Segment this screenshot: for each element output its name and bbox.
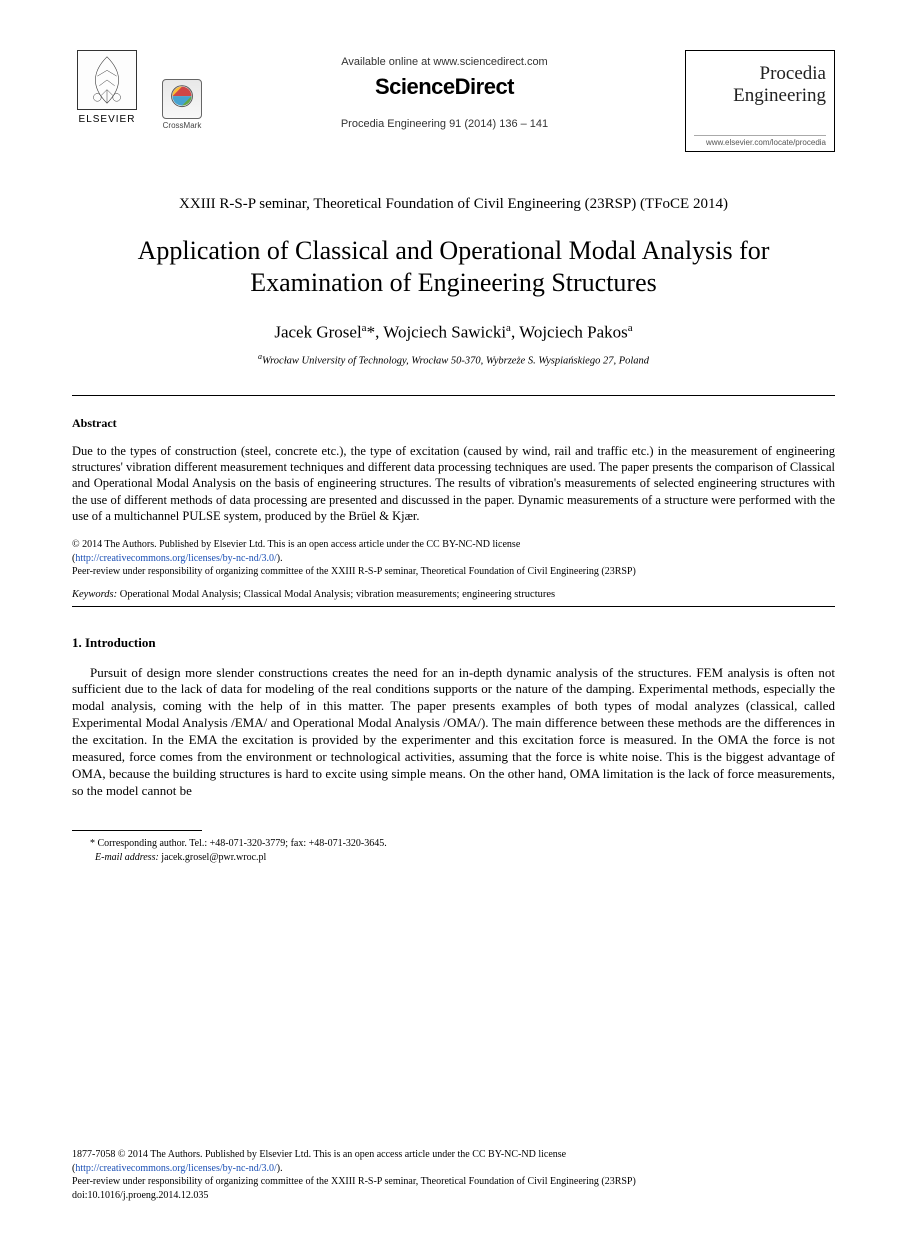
abstract-body: Due to the types of construction (steel,… — [72, 443, 835, 524]
bottom-license-block: 1877-7058 © 2014 The Authors. Published … — [72, 1148, 835, 1202]
bottom-license-link[interactable]: http://creativecommons.org/licenses/by-n… — [75, 1163, 276, 1174]
journal-name: Procedia Engineering — [694, 63, 826, 107]
crossmark-icon — [162, 79, 202, 119]
header-center: Available online at www.sciencedirect.co… — [204, 50, 685, 130]
license-line1: © 2014 The Authors. Published by Elsevie… — [72, 539, 520, 550]
crossmark-badge[interactable]: CrossMark — [160, 79, 204, 130]
intro-paragraph: Pursuit of design more slender construct… — [72, 665, 835, 800]
bottom-line1: 1877-7058 © 2014 The Authors. Published … — [72, 1149, 566, 1160]
license-block: © 2014 The Authors. Published by Elsevie… — [72, 538, 835, 579]
keywords-text: Operational Modal Analysis; Classical Mo… — [117, 589, 555, 600]
header-left: ELSEVIER CrossMark — [72, 50, 204, 130]
bottom-line2: Peer-review under responsibility of orga… — [72, 1176, 636, 1187]
license-link[interactable]: http://creativecommons.org/licenses/by-n… — [75, 553, 276, 564]
journal-name-line1: Procedia — [760, 63, 826, 84]
elsevier-logo: ELSEVIER — [72, 50, 142, 130]
seminar-line: XXIII R-S-P seminar, Theoretical Foundat… — [72, 196, 835, 213]
journal-url: www.elsevier.com/locate/procedia — [694, 135, 826, 147]
rule-top — [72, 395, 835, 396]
elsevier-label: ELSEVIER — [79, 114, 136, 125]
section-1-heading: 1. Introduction — [72, 635, 835, 651]
header-row: ELSEVIER CrossMark Available online at w… — [72, 50, 835, 152]
keywords-label: Keywords: — [72, 589, 117, 600]
footnote-rule — [72, 830, 202, 831]
footnote-email: jacek.grosel@pwr.wroc.pl — [159, 852, 267, 863]
available-online-text: Available online at www.sciencedirect.co… — [204, 56, 685, 68]
sciencedirect-logo: ScienceDirect — [204, 74, 685, 100]
abstract-heading: Abstract — [72, 416, 835, 431]
citation-text: Procedia Engineering 91 (2014) 136 – 141 — [204, 118, 685, 130]
paper-title: Application of Classical and Operational… — [72, 235, 835, 300]
corresponding-author-footnote: * Corresponding author. Tel.: +48-071-32… — [72, 837, 835, 865]
footnote-email-label: E-mail address: — [95, 852, 159, 863]
keywords: Keywords: Operational Modal Analysis; Cl… — [72, 589, 835, 600]
license-line2: Peer-review under responsibility of orga… — [72, 566, 636, 577]
crossmark-label: CrossMark — [163, 121, 202, 130]
rule-after-keywords — [72, 606, 835, 607]
footnote-corr: * Corresponding author. Tel.: +48-071-32… — [90, 838, 387, 849]
bottom-doi: doi:10.1016/j.proeng.2014.12.035 — [72, 1190, 208, 1201]
elsevier-tree-icon — [77, 50, 137, 110]
authors: Jacek Grosela*, Wojciech Sawickia, Wojci… — [72, 322, 835, 343]
affiliation: aWrocław University of Technology, Wrocł… — [72, 352, 835, 367]
journal-name-line2: Engineering — [733, 85, 826, 106]
journal-box: Procedia Engineering www.elsevier.com/lo… — [685, 50, 835, 152]
